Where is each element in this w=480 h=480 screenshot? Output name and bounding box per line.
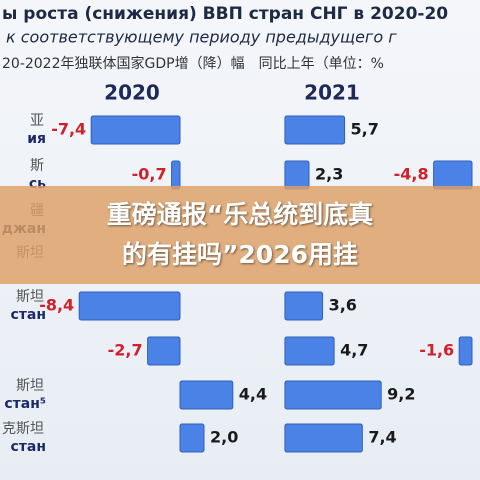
value-label: -4,8 [394, 165, 429, 184]
value-label: -7,4 [51, 120, 86, 139]
banner-line: 重磅通报“乐总统到底真 [106, 200, 374, 229]
value-label: -8,4 [39, 296, 74, 315]
row-label-ru: стан [10, 307, 46, 323]
bar [458, 336, 473, 366]
bar [78, 291, 181, 321]
bar [171, 160, 181, 190]
value-label: 4,7 [340, 341, 368, 360]
bar [284, 291, 324, 321]
subtitle-zh: 20-2022年独联体国家GDP增（降）幅 同比上年（单位：% [2, 55, 384, 72]
row-label-ru: стан⁵ [4, 396, 46, 412]
value-label: 3,6 [329, 296, 357, 315]
title: ы роста (снижения) ВВП стран СНГ в 2020-… [2, 4, 448, 24]
row-label-ru: ия [27, 131, 46, 147]
banner-line: 的有挂吗”2026用挂 [121, 240, 358, 269]
bar [433, 160, 473, 190]
column-header: 2021 [304, 81, 360, 105]
column-header: 2020 [104, 81, 160, 105]
bar [90, 115, 181, 145]
value-label: 9,2 [387, 385, 415, 404]
value-label: 4,4 [239, 385, 267, 404]
value-label: 2,3 [315, 165, 343, 184]
subtitle: к соответствующему периоду предыдущего г [6, 28, 397, 47]
row-label-zh: 克斯坦 [2, 421, 44, 437]
value-label: 2,0 [210, 428, 238, 447]
row-label-zh: 斯坦 [16, 378, 44, 394]
row-label-zh: 斯 [30, 158, 44, 174]
bar [179, 423, 205, 453]
value-label: 5,7 [351, 120, 379, 139]
bar [284, 423, 363, 453]
row-label-ru: стан [10, 439, 46, 455]
value-label: -2,7 [108, 341, 143, 360]
row-label-zh: 亚 [30, 113, 44, 129]
bar [284, 160, 310, 190]
value-label: -1,6 [419, 341, 454, 360]
value-label: 7,4 [368, 428, 396, 447]
bar [284, 115, 346, 145]
row-label-zh: 斯坦 [16, 289, 44, 305]
bar [284, 380, 382, 410]
bar [284, 336, 335, 366]
bar [179, 380, 234, 410]
value-label: -0,7 [132, 165, 167, 184]
banner: 重磅通报“乐总统到底真 的有挂吗”2026用挂 [0, 186, 480, 284]
bar [147, 336, 181, 366]
